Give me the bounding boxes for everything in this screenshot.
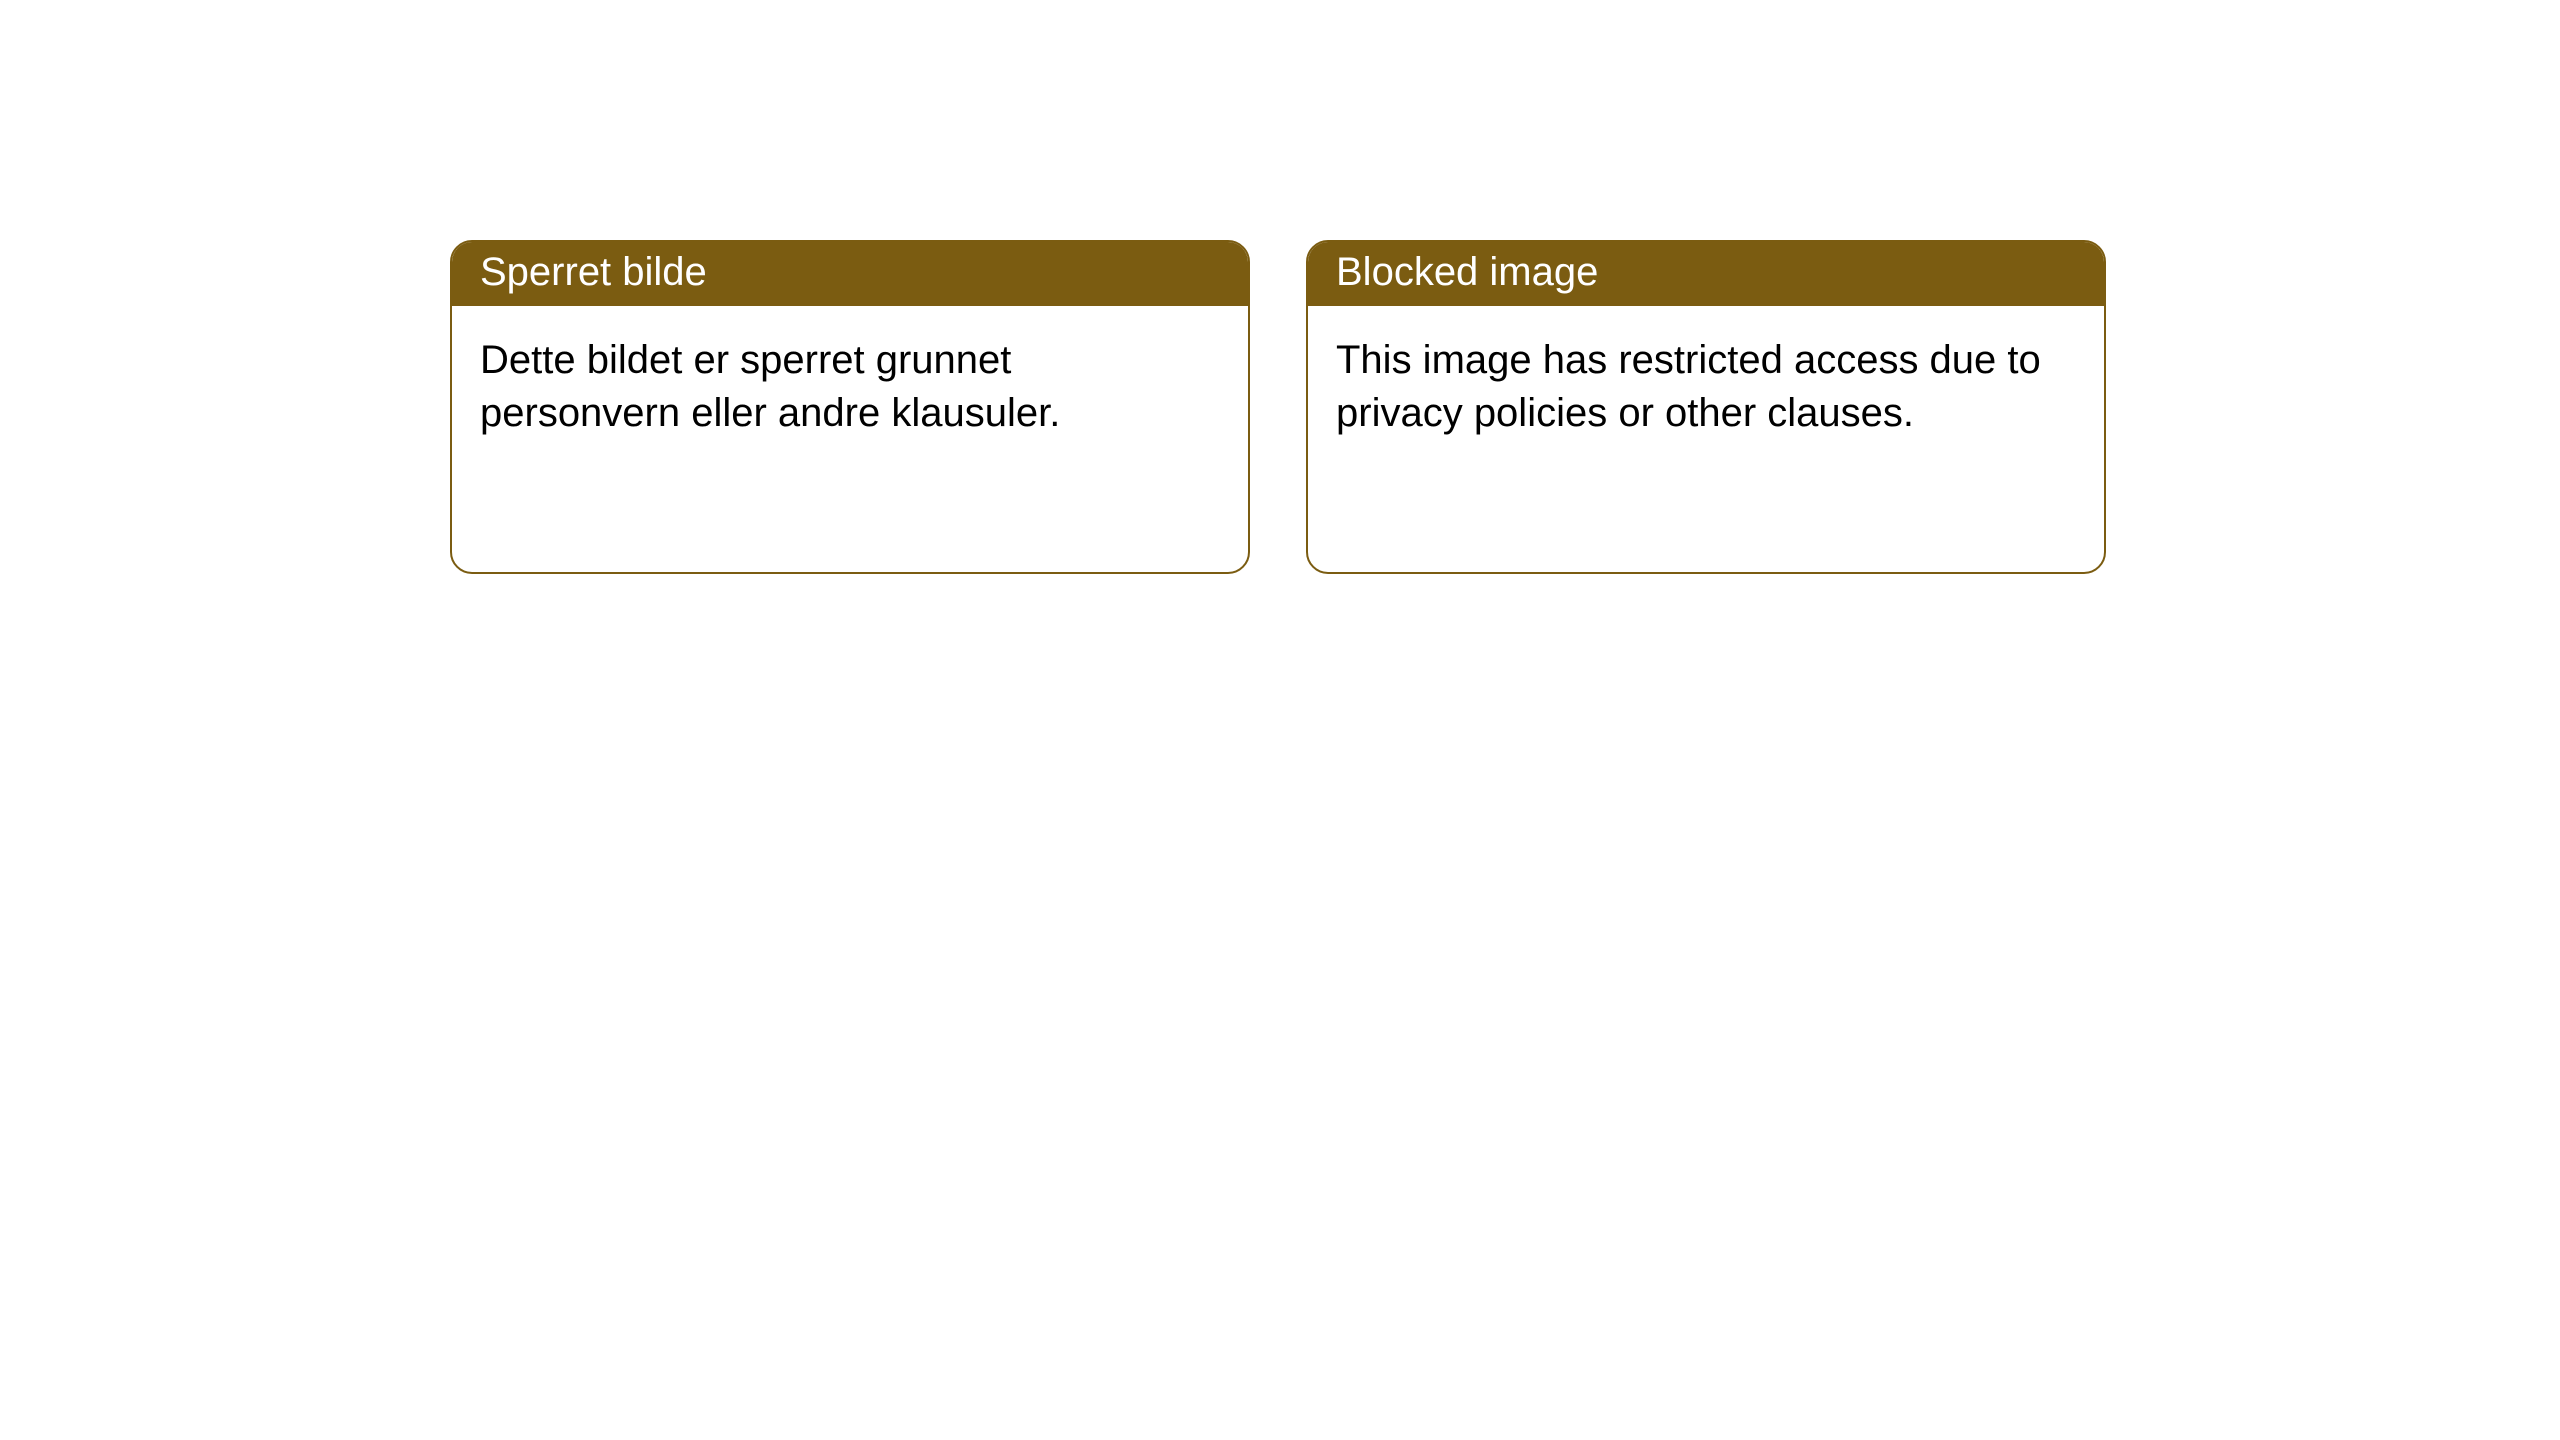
notice-card-en-header: Blocked image [1308,242,2104,306]
notice-card-en: Blocked image This image has restricted … [1306,240,2106,574]
notice-container: Sperret bilde Dette bildet er sperret gr… [450,240,2106,574]
notice-card-en-body: This image has restricted access due to … [1308,306,2104,460]
notice-card-no-header: Sperret bilde [452,242,1248,306]
notice-card-no-body: Dette bildet er sperret grunnet personve… [452,306,1248,460]
notice-card-no-title: Sperret bilde [480,250,707,294]
notice-card-en-title: Blocked image [1336,250,1598,294]
notice-card-no: Sperret bilde Dette bildet er sperret gr… [450,240,1250,574]
